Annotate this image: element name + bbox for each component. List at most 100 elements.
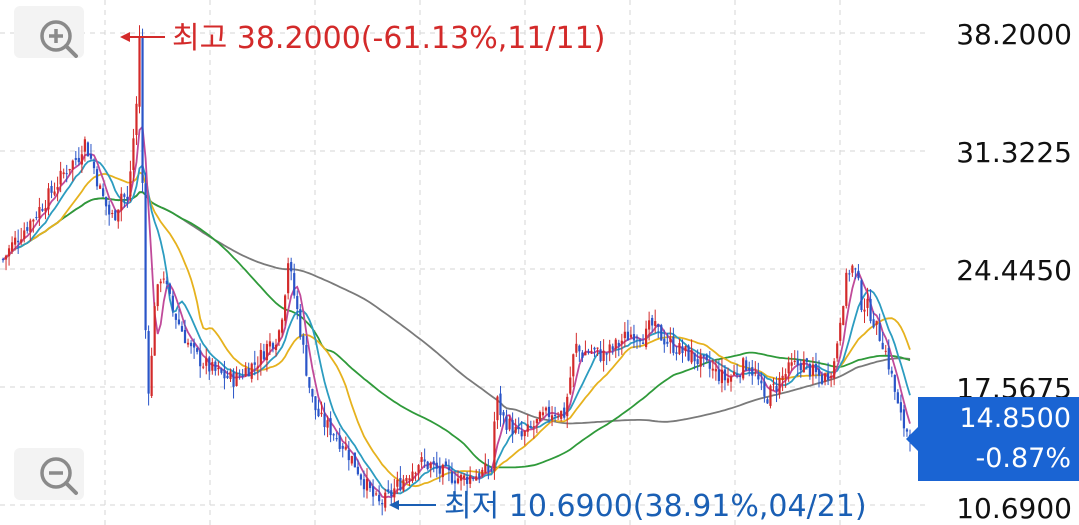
candle-body: [162, 278, 165, 280]
ma10-line: [2, 159, 911, 495]
candle-body: [787, 362, 790, 374]
candle-body: [784, 374, 787, 379]
zoom-in-button[interactable]: [14, 6, 84, 58]
candle-body: [520, 431, 523, 437]
candle-body: [793, 360, 796, 362]
candle-body: [617, 342, 620, 346]
candle-body: [896, 392, 899, 404]
candle-body: [368, 482, 372, 489]
candle-body: [487, 465, 490, 472]
candle-body: [23, 230, 26, 240]
candle-body: [271, 343, 275, 349]
current-price-badge: 14.8500 -0.87%: [906, 397, 1079, 481]
candle-body: [126, 196, 129, 200]
candle-body: [860, 280, 863, 311]
high-annotation-label: 최고 38.2000(-61.13%,11/11): [172, 21, 605, 56]
candle-body: [296, 296, 299, 310]
candle-body: [426, 461, 429, 470]
candle-body: [851, 265, 854, 273]
candle-body: [729, 376, 733, 382]
candle-body: [17, 240, 20, 243]
candle-body: [235, 372, 238, 386]
candle-body: [814, 363, 818, 373]
candle-body: [660, 325, 663, 341]
candle-body: [538, 412, 542, 422]
candle-body: [65, 173, 68, 175]
candle-body: [805, 358, 808, 362]
current-price-change: -0.87%: [975, 443, 1071, 474]
candle-body: [623, 331, 626, 339]
candle-body: [675, 352, 678, 354]
candle-body: [14, 237, 17, 245]
zoom-out-button[interactable]: [14, 448, 84, 500]
candle-body: [414, 472, 417, 474]
candle-body: [50, 185, 53, 193]
candle-body: [541, 412, 545, 416]
candle-body: [848, 273, 851, 275]
candle-body: [496, 396, 499, 421]
candle-body: [450, 472, 454, 483]
candle-body: [469, 475, 472, 484]
candle-body: [280, 319, 284, 333]
candle-body: [651, 317, 654, 326]
candle-body: [56, 186, 59, 190]
candle-body: [1, 259, 5, 261]
candle-body: [808, 363, 811, 377]
candle-body: [226, 375, 229, 378]
candle-body: [196, 348, 199, 352]
candle-body: [866, 298, 869, 308]
candle-body: [584, 352, 587, 356]
candle-body: [314, 396, 317, 411]
candle-body: [735, 374, 739, 376]
candle-body: [775, 385, 778, 391]
candle-body: [320, 412, 323, 415]
candle-body: [220, 368, 223, 373]
candle-body: [723, 369, 727, 381]
candle-body: [811, 364, 815, 376]
candle-body: [833, 361, 836, 379]
candle-body: [557, 416, 560, 418]
candle-body: [193, 343, 196, 348]
candle-body: [590, 350, 593, 352]
candle-body: [720, 369, 724, 384]
candle-body: [302, 335, 305, 345]
candle-body: [141, 37, 144, 183]
candle-body: [138, 36, 141, 107]
candle-body: [241, 375, 244, 377]
candle-body: [687, 345, 690, 361]
candle-body: [702, 354, 705, 357]
candle-body: [153, 306, 156, 356]
candle-body: [268, 341, 272, 347]
candle-body: [396, 479, 399, 487]
candle-body: [669, 338, 672, 343]
candle-body: [132, 138, 135, 170]
candle-body: [186, 342, 190, 345]
candle-body: [523, 431, 526, 437]
candle-body: [214, 361, 217, 371]
candle-body: [311, 388, 314, 397]
candle-body: [199, 350, 202, 367]
candle-body: [626, 331, 629, 341]
candle-body: [857, 270, 860, 279]
candle-body: [799, 363, 802, 371]
candle-body: [511, 420, 514, 435]
candle-body: [429, 463, 432, 469]
candle-body: [26, 227, 29, 231]
candle-body: [611, 346, 614, 350]
candle-body: [390, 490, 393, 497]
candle-body: [284, 295, 287, 321]
candle-body: [887, 347, 890, 370]
candle-body: [177, 319, 181, 325]
candle-body: [129, 171, 132, 197]
candle-body: [823, 373, 827, 382]
candle-body: [705, 354, 708, 361]
candle-body: [587, 351, 590, 353]
candle-body: [478, 473, 481, 479]
candle-body: [329, 418, 332, 436]
candle-body: [238, 375, 241, 377]
candle-body: [274, 344, 278, 351]
candle-body: [544, 407, 548, 411]
candle-body: [778, 377, 781, 395]
candle-body: [842, 306, 845, 325]
